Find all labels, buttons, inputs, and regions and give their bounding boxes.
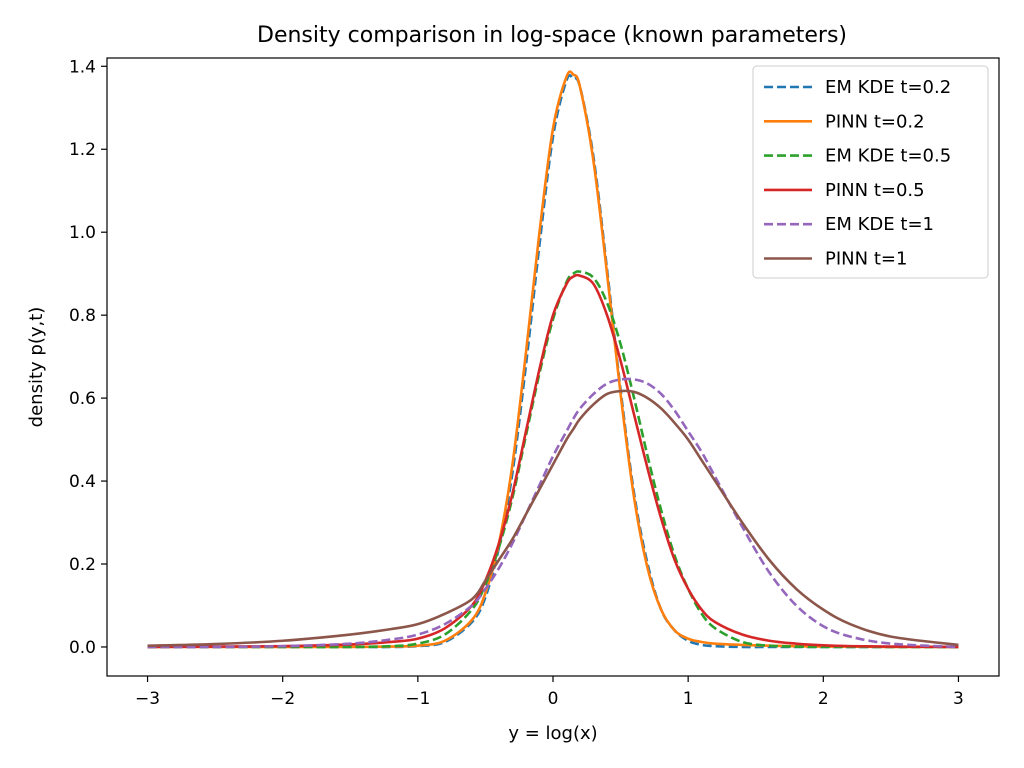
legend-label: PINN t=0.5 xyxy=(825,180,925,201)
series-line-4 xyxy=(147,377,959,649)
legend-label: PINN t=1 xyxy=(825,249,907,270)
x-axis-label: y = log(x) xyxy=(508,723,597,744)
legend-label: EM KDE t=0.5 xyxy=(825,146,951,167)
series-line-2 xyxy=(147,270,959,649)
x-tick-label: −2 xyxy=(270,689,295,709)
legend: EM KDE t=0.2 PINN t=0.2 EM KDE t=0.5 PINN t… xyxy=(752,65,989,279)
y-axis-ticks: 0.0 0.2 0.4 0.6 0.8 1.0 1.2 1.4 xyxy=(69,57,107,658)
series-line-5 xyxy=(147,389,959,648)
y-tick-label: 1.4 xyxy=(69,57,96,77)
y-tick-label: 0.0 xyxy=(69,638,96,658)
y-tick-label: 1.2 xyxy=(69,140,96,160)
legend-label: EM KDE t=1 xyxy=(825,214,934,235)
x-tick-label: −1 xyxy=(405,689,430,709)
x-tick-label: 0 xyxy=(548,689,559,709)
x-axis-ticks: −3 −2 −1 0 1 2 3 xyxy=(135,676,964,709)
series-layer xyxy=(147,70,959,649)
series-line-1 xyxy=(147,70,959,649)
series-line-3 xyxy=(147,273,959,649)
x-tick-label: −3 xyxy=(135,689,160,709)
y-tick-label: 0.2 xyxy=(69,555,96,575)
y-tick-label: 0.6 xyxy=(69,389,96,409)
legend-label: PINN t=0.2 xyxy=(825,111,925,132)
legend-label: EM KDE t=0.2 xyxy=(825,77,951,98)
y-tick-label: 0.4 xyxy=(69,472,96,492)
x-tick-label: 3 xyxy=(953,689,964,709)
y-axis-label: density p(y,t) xyxy=(26,307,47,428)
chart-title: Density comparison in log-space (known p… xyxy=(257,23,847,48)
x-tick-label: 1 xyxy=(683,689,694,709)
y-tick-label: 1.0 xyxy=(69,223,96,243)
x-tick-label: 2 xyxy=(818,689,829,709)
y-tick-label: 0.8 xyxy=(69,306,96,326)
